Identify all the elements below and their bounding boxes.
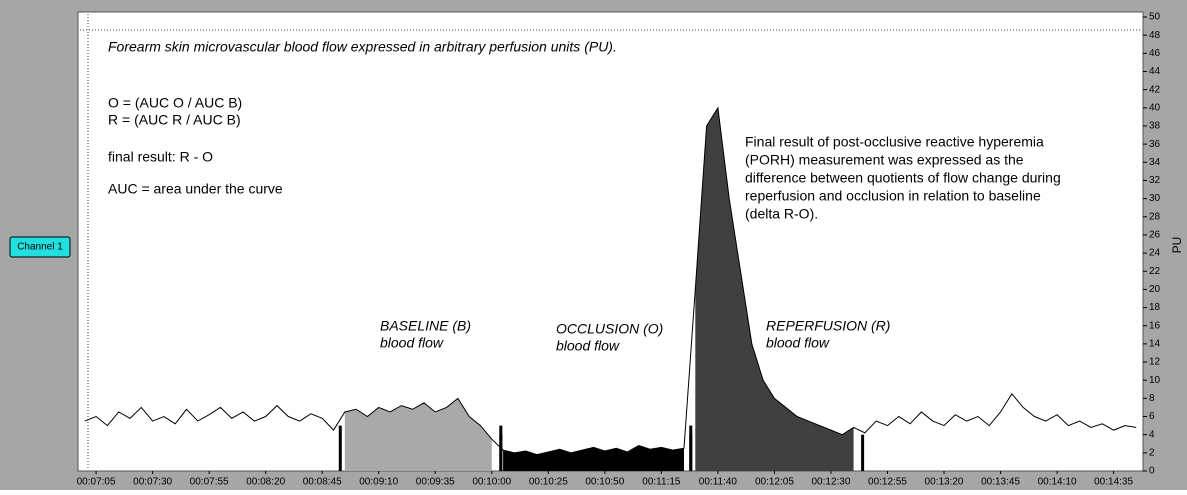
annotation: AUC = area under the curve <box>108 181 283 197</box>
y-tick-label: 26 <box>1149 230 1161 241</box>
x-tick-label: 00:07:30 <box>133 477 172 488</box>
x-tick-label: 00:14:35 <box>1094 477 1133 488</box>
y-tick-label: 10 <box>1149 375 1161 386</box>
y-tick-label: 12 <box>1149 357 1161 368</box>
x-tick-label: 00:11:40 <box>699 477 738 488</box>
x-tick-label: 00:13:20 <box>925 477 964 488</box>
y-tick-label: 46 <box>1149 48 1161 59</box>
y-tick-label: 22 <box>1149 266 1161 277</box>
x-tick-label: 00:08:20 <box>246 477 285 488</box>
y-tick-label: 50 <box>1149 12 1161 23</box>
y-tick-label: 40 <box>1149 102 1161 113</box>
x-tick-label: 00:07:55 <box>190 477 229 488</box>
region-label: REPERFUSION (R) <box>766 318 890 334</box>
channel-label: Channel 1 <box>17 242 63 253</box>
flow-line <box>84 106 1137 456</box>
x-tick-label: 00:09:10 <box>359 477 398 488</box>
annotation: difference between quotients of flow cha… <box>745 170 1061 186</box>
y-tick-label: 18 <box>1149 302 1161 313</box>
x-tick-label: 00:10:00 <box>472 477 511 488</box>
y-tick-label: 16 <box>1149 320 1161 331</box>
region-area <box>344 398 492 471</box>
annotation: Final result of post-occlusive reactive … <box>745 134 1044 150</box>
y-tick-label: 20 <box>1149 284 1161 295</box>
x-tick-label: 00:10:50 <box>585 477 624 488</box>
y-tick-label: 42 <box>1149 84 1161 95</box>
y-tick-label: 38 <box>1149 121 1161 132</box>
y-tick-label: 32 <box>1149 175 1161 186</box>
annotation: (delta R-O). <box>745 206 818 222</box>
y-tick-label: 44 <box>1149 66 1161 77</box>
plot-area <box>77 11 1144 472</box>
x-tick-label: 00:12:30 <box>811 477 850 488</box>
annotation: O = (AUC O / AUC B) <box>108 95 242 111</box>
y-tick-label: 6 <box>1149 411 1155 422</box>
y-tick-label: 36 <box>1149 139 1161 150</box>
x-tick-label: 00:12:05 <box>755 477 794 488</box>
x-tick-label: 00:09:35 <box>416 477 455 488</box>
x-tick-label: 00:13:45 <box>981 477 1020 488</box>
region-area <box>695 107 854 472</box>
y-tick-label: 0 <box>1149 466 1155 477</box>
region-sublabel: blood flow <box>766 335 830 351</box>
annotation: R = (AUC R / AUC B) <box>108 112 241 128</box>
x-tick-label: 00:07:05 <box>77 477 116 488</box>
y-axis-label: PU <box>1170 237 1184 254</box>
y-tick-label: 30 <box>1149 193 1161 204</box>
region-label: BASELINE (B) <box>380 318 471 334</box>
chart-title: Forearm skin microvascular blood flow ex… <box>108 39 617 55</box>
region-sublabel: blood flow <box>556 338 620 354</box>
y-tick-label: 28 <box>1149 211 1161 222</box>
annotation: reperfusion and occlusion in relation to… <box>745 188 1041 204</box>
y-tick-label: 2 <box>1149 447 1155 458</box>
y-tick-label: 34 <box>1149 157 1161 168</box>
y-tick-label: 4 <box>1149 429 1155 440</box>
x-tick-label: 00:08:45 <box>303 477 342 488</box>
region-label: OCCLUSION (O) <box>556 321 663 337</box>
annotation: (PORH) measurement was expressed as the <box>745 152 1024 168</box>
y-tick-label: 24 <box>1149 248 1161 259</box>
x-tick-label: 00:14:10 <box>1038 477 1077 488</box>
y-tick-label: 8 <box>1149 393 1155 404</box>
y-tick-label: 14 <box>1149 339 1161 350</box>
x-tick-label: 00:10:25 <box>529 477 568 488</box>
region-sublabel: blood flow <box>380 335 444 351</box>
x-tick-label: 00:12:55 <box>868 477 907 488</box>
x-tick-label: 00:11:15 <box>642 477 681 488</box>
channel-button[interactable] <box>9 236 71 258</box>
annotation: final result: R - O <box>108 149 213 165</box>
y-tick-label: 48 <box>1149 30 1161 41</box>
